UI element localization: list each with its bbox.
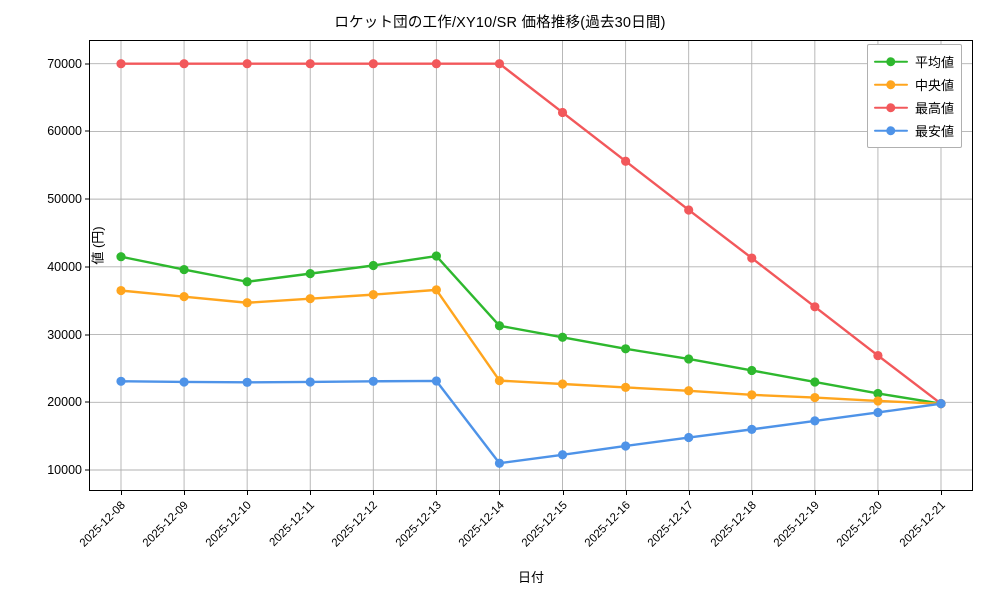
x-tick-mark: [814, 491, 816, 495]
y-tick-mark: [85, 63, 89, 65]
x-tick-label: 2025-12-19: [771, 499, 822, 550]
x-tick-mark: [625, 491, 627, 495]
legend-swatch-icon: [873, 101, 908, 115]
x-tick-mark: [184, 491, 186, 495]
y-tick-label: 30000: [47, 327, 82, 342]
y-tick-mark: [85, 266, 89, 268]
x-tick-mark: [373, 491, 375, 495]
x-tick-label: 2025-12-12: [330, 499, 381, 550]
y-tick-mark: [85, 198, 89, 200]
x-tick-label: 2025-12-21: [897, 499, 949, 550]
x-tick-label: 2025-12-11: [267, 499, 318, 549]
legend-item[interactable]: 平均値: [873, 50, 954, 73]
legend-swatch-icon: [873, 78, 908, 92]
y-tick-label: 10000: [47, 463, 82, 477]
x-tick-label: 2025-12-10: [204, 499, 255, 550]
x-tick-mark: [310, 491, 312, 495]
legend-item[interactable]: 最安値: [873, 119, 954, 142]
legend-swatch-icon: [873, 124, 908, 138]
x-tick-mark: [499, 491, 501, 495]
plot-area: 10000 20000 30000 40000 50000 60000 70000 2025…: [47, 40, 973, 585]
x-tick-label: 2025-12-16: [582, 499, 633, 550]
legend-label: 中央値: [914, 78, 954, 93]
x-axis-label: 日付: [517, 570, 544, 585]
chart-title: ロケット団の工作/XY10/SR 価格推移(過去30日間): [334, 15, 666, 31]
x-tick-label: 2025-12-18: [708, 499, 759, 550]
x-tick-mark: [247, 491, 249, 495]
x-tick-label: 2025-12-08: [77, 499, 129, 550]
y-tick-mark: [85, 401, 89, 403]
y-tick-label: 20000: [47, 395, 82, 410]
x-tick-mark: [751, 491, 753, 495]
legend-label: 最高値: [914, 101, 954, 116]
x-tick-label: 2025-12-09: [141, 499, 192, 550]
y-tick-label: 40000: [47, 259, 82, 274]
chart-legend: 平均値中央値最高値最安値: [866, 44, 962, 148]
x-tick-mark: [562, 491, 564, 495]
grid-lines: [89, 40, 973, 491]
y-tick-mark: [85, 334, 89, 336]
x-tick-label: 2025-12-17: [645, 499, 696, 550]
x-tick-label: 2025-12-20: [834, 499, 885, 550]
x-tick-mark: [121, 491, 122, 495]
series-lines: [116, 59, 946, 468]
x-tick-label: 2025-12-14: [456, 499, 507, 550]
x-tick-mark: [877, 491, 879, 495]
legend-item[interactable]: 中央値: [873, 73, 954, 96]
y-tick-label: 60000: [47, 124, 82, 139]
y-axis-label: 値 (円): [90, 226, 106, 265]
x-tick-label: 2025-12-15: [519, 499, 570, 550]
x-tick-mark: [688, 491, 690, 495]
legend-label: 最安値: [914, 124, 954, 139]
legend-swatch-icon: [873, 55, 908, 69]
y-tick-label: 50000: [47, 192, 82, 207]
y-tick-mark: [85, 469, 89, 471]
legend-label: 平均値: [914, 55, 954, 70]
y-tick-mark: [85, 130, 89, 132]
legend-item[interactable]: 最高値: [873, 96, 954, 119]
x-tick-label: 2025-12-13: [393, 499, 444, 550]
x-tick-mark: [436, 491, 438, 495]
x-tick-mark: [941, 491, 942, 495]
y-tick-label: 70000: [47, 56, 82, 71]
